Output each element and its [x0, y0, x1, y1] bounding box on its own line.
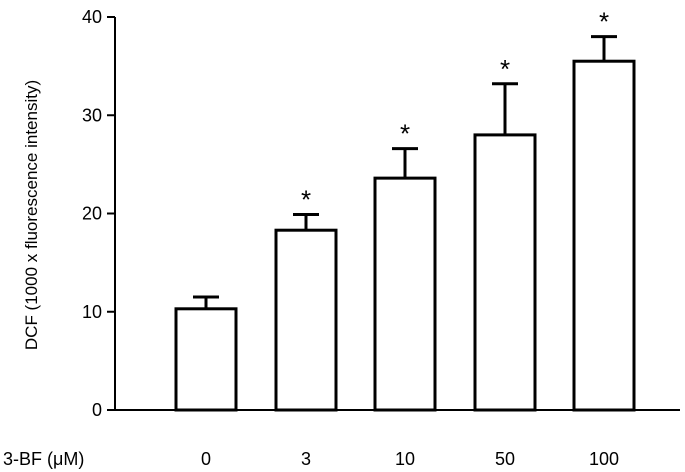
- significance-marker: *: [301, 184, 311, 214]
- bar: [274, 228, 338, 412]
- x-axis-title: 3-BF (μM): [3, 449, 84, 469]
- y-axis-title: DCF (1000 x fluorescence intensity): [22, 80, 41, 350]
- y-tick-label: 0: [92, 400, 102, 420]
- bars: [174, 35, 636, 412]
- x-tick-label: 0: [201, 449, 211, 469]
- x-tick-label: 10: [395, 449, 415, 469]
- bar: [473, 133, 537, 412]
- significance-marker: *: [500, 54, 510, 84]
- y-tick-label: 10: [82, 302, 102, 322]
- x-tick-label: 3: [301, 449, 311, 469]
- y-tick-label: 40: [82, 7, 102, 27]
- bar: [572, 59, 636, 412]
- y-tick-label: 20: [82, 204, 102, 224]
- x-tick-label: 100: [589, 449, 619, 469]
- y-tick-label: 30: [82, 105, 102, 125]
- labels: 0 10 20 30 40 0 * 3 * 10 * 50 * 100: [82, 7, 619, 469]
- x-tick-label: 50: [495, 449, 515, 469]
- bar: [373, 176, 437, 412]
- significance-marker: *: [599, 7, 609, 37]
- bar: [174, 307, 238, 412]
- significance-marker: *: [400, 119, 410, 149]
